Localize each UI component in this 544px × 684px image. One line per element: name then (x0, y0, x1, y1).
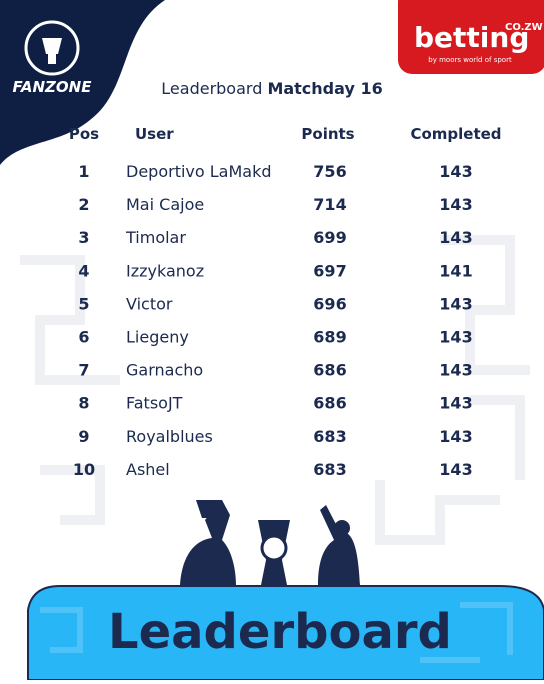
title-matchday: Matchday 16 (267, 79, 382, 98)
completed-cell: 143 (439, 195, 472, 214)
points-cell: 686 (313, 361, 346, 380)
pos-cell: 7 (78, 361, 89, 380)
completed-cell: 143 (439, 460, 472, 479)
completed-cell: 143 (439, 294, 472, 313)
points-cell: 686 (313, 394, 346, 413)
pos-cell: 3 (78, 228, 89, 247)
column-header: Pos (69, 125, 99, 143)
column-header: Completed (410, 125, 501, 143)
completed-cell: 143 (439, 328, 472, 347)
logo-emblem (24, 20, 80, 76)
pos-cell: 10 (73, 460, 95, 479)
user-cell: Ashel (126, 460, 170, 479)
points-cell: 699 (313, 228, 346, 247)
user-cell: Liegeny (126, 328, 189, 347)
column-header: Points (301, 125, 354, 143)
sponsor-tagline: by moors world of sport (428, 56, 512, 64)
completed-cell: 141 (439, 261, 472, 280)
points-cell: 756 (313, 162, 346, 181)
silhouettes (180, 500, 360, 600)
user-cell: Deportivo LaMakd (126, 162, 272, 181)
pos-cell: 5 (78, 294, 89, 313)
user-cell: FatsoJT (126, 394, 183, 413)
points-cell: 714 (313, 195, 346, 214)
footer-pattern (40, 602, 513, 663)
user-cell: Izzykanoz (126, 261, 204, 280)
completed-cell: 143 (439, 162, 472, 181)
footer-title: Leaderboard (108, 604, 452, 660)
points-cell: 683 (313, 427, 346, 446)
points-cell: 697 (313, 261, 346, 280)
maze-pattern (20, 235, 530, 545)
column-header: User (135, 125, 174, 143)
user-cell: Timolar (125, 228, 186, 247)
user-cell: Garnacho (126, 361, 203, 380)
pos-cell: 2 (78, 195, 89, 214)
sponsor-suffix: CO.ZW (505, 22, 543, 33)
sponsor-name: betting (414, 21, 529, 54)
logo-text: FANZONE (13, 78, 93, 96)
pos-cell: 6 (78, 328, 89, 347)
logo-panel (0, 0, 165, 165)
user-cell: Mai Cajoe (126, 195, 204, 214)
points-cell: 696 (313, 294, 346, 313)
completed-cell: 143 (439, 361, 472, 380)
user-cell: Victor (126, 294, 173, 313)
pos-cell: 4 (78, 261, 89, 280)
completed-cell: 143 (439, 394, 472, 413)
leaderboard-table: Pos User Points Completed 1 Deportivo LaMakd 7… (69, 125, 502, 479)
points-cell: 683 (313, 460, 346, 479)
completed-cell: 143 (439, 228, 472, 247)
points-cell: 689 (313, 328, 346, 347)
title-prefix: Leaderboard (161, 79, 262, 98)
pos-cell: 1 (78, 162, 89, 181)
pos-cell: 9 (78, 427, 89, 446)
sponsor-badge (398, 0, 544, 74)
pos-cell: 8 (78, 394, 89, 413)
page-title: Leaderboard Matchday 16 (161, 79, 382, 98)
user-cell: Royalblues (126, 427, 213, 446)
completed-cell: 143 (439, 427, 472, 446)
